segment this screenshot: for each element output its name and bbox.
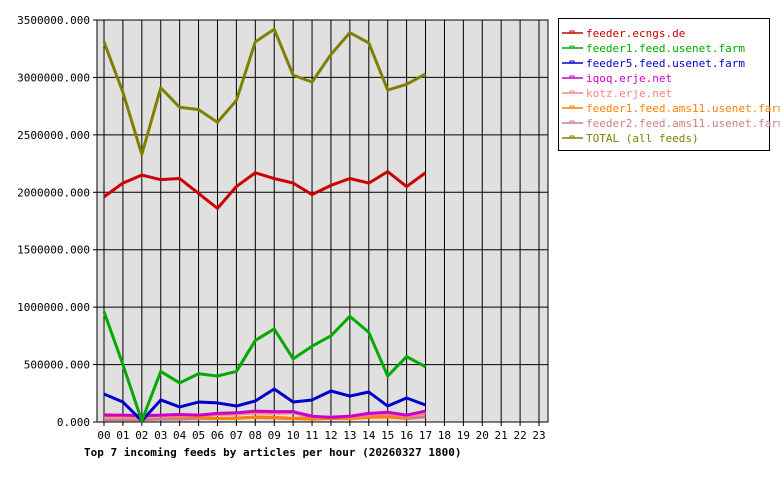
legend-label: feeder1.feed.ams11.usenet.farm [586, 102, 780, 115]
legend-label: feeder2.feed.ams11.usenet.farm [586, 117, 780, 130]
x-tick-label: 05 [192, 429, 205, 442]
x-tick-label: 03 [154, 429, 167, 442]
series-line-7 [102, 27, 427, 156]
chart-title: Top 7 incoming feeds by articles per hou… [84, 446, 462, 459]
x-tick-label: 04 [173, 429, 187, 442]
y-tick-label: 2500000.000 [17, 129, 90, 142]
x-tick-label: 15 [381, 429, 394, 442]
y-tick-label: 0.000 [57, 416, 90, 429]
y-tick-label: 1000000.000 [17, 301, 90, 314]
legend-label: kotz.erje.net [586, 87, 672, 100]
legend-label: feeder.ecngs.de [586, 27, 685, 40]
x-tick-label: 06 [211, 429, 224, 442]
series-line-3 [104, 409, 426, 419]
x-tick-label: 17 [419, 429, 432, 442]
x-tick-label: 14 [362, 429, 376, 442]
x-tick-label: 09 [268, 429, 281, 442]
x-tick-label: 00 [97, 429, 110, 442]
x-tick-label: 02 [135, 429, 148, 442]
y-tick-label: 2000000.000 [17, 186, 90, 199]
legend-marker [569, 75, 575, 79]
legend-label: feeder5.feed.usenet.farm [586, 57, 745, 70]
x-tick-label: 22 [513, 429, 526, 442]
x-tick-label: 10 [287, 429, 300, 442]
x-tick-label: 20 [476, 429, 489, 442]
x-tick-label: 16 [400, 429, 413, 442]
x-tick-label: 13 [343, 429, 356, 442]
series-line-1 [102, 311, 427, 423]
legend-marker [569, 105, 575, 109]
x-tick-label: 08 [249, 429, 262, 442]
legend-label: iqoq.erje.net [586, 72, 672, 85]
plot-area [96, 19, 549, 423]
x-tick-label: 12 [324, 429, 337, 442]
x-tick-label: 01 [116, 429, 129, 442]
x-tick-label: 18 [438, 429, 451, 442]
legend-marker [569, 30, 575, 34]
x-tick-label: 23 [532, 429, 545, 442]
y-tick-label: 1500000.000 [17, 244, 90, 257]
x-tick-label: 21 [495, 429, 508, 442]
legend-label: feeder1.feed.usenet.farm [586, 42, 745, 55]
legend: feeder.ecngs.de feeder1.feed.usenet.farm f… [558, 18, 780, 151]
y-tick-label: 500000.000 [24, 359, 90, 372]
legend-label: TOTAL (all feeds) [586, 132, 699, 145]
x-tick-label: 11 [305, 429, 318, 442]
y-tick-label: 3500000.000 [17, 14, 90, 27]
legend-marker [569, 90, 575, 94]
legend-marker [569, 120, 575, 124]
series-line-0 [103, 170, 427, 210]
legend-marker [569, 135, 575, 139]
legend-marker [569, 60, 575, 64]
series-line-2 [103, 387, 427, 423]
x-tick-label: 19 [457, 429, 470, 442]
x-tick-label: 07 [230, 429, 243, 442]
legend-marker [569, 45, 575, 49]
y-tick-label: 3000000.000 [17, 71, 90, 84]
